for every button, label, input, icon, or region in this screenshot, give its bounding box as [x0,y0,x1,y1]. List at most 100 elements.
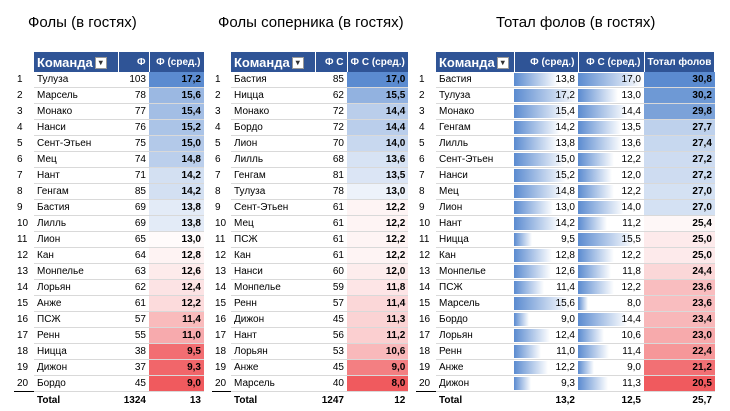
team-cell: Дижон [231,311,315,328]
value-label: 9,0 [627,362,641,373]
table-row: 9 Сент-Этьен 61 12,2 [212,199,409,216]
filter-dropdown-icon[interactable]: ▾ [94,57,107,70]
team-cell: Монако [436,103,514,120]
value-label: 14,2 [555,122,575,133]
team-header[interactable]: Команда ▾ [34,52,119,72]
data-bar [578,297,588,310]
avg-cell: 13,8 [149,215,204,232]
table-row: 9 Лион 13,0 14,0 27,0 [416,199,715,216]
team-cell: Тулуза [436,87,514,104]
value-label: 12,2 [621,186,641,197]
opponent-fouls-table: Команда ▾ Ф С Ф С (сред.) 1 Бастия 85 17,0 2 Н… [212,52,409,408]
total-fouls-table: Команда ▾ Ф (сред.) Ф С (сред.) Тотал фол… [416,52,716,408]
avg-cell: 9,0 [149,375,204,392]
data-bar [578,329,604,342]
total-cell: 23,0 [644,327,715,344]
team-cell: Кан [231,247,315,264]
data-bar [578,153,614,166]
value-label: 15,4 [555,106,575,117]
table-row: 6 Мец 74 14,8 [14,151,204,168]
rank-cell: 12 [215,250,227,261]
data-bar [514,377,532,390]
team-cell: Нант [436,215,514,232]
team-header[interactable]: Команда ▾ [436,52,515,72]
team-cell: Анже [34,295,118,312]
opp-fouls-avg-cell: 17,0 [578,72,644,88]
team-cell: Лион [231,135,315,152]
header-row: Команда ▾ Ф С Ф С (сред.) [212,52,409,72]
team-cell: Сент-Этьен [34,135,118,152]
avg-cell: 11,0 [149,327,204,344]
header-row: Команда ▾ Ф Ф (сред.) [14,52,205,72]
count-cell: 40 [315,375,347,392]
table-row: 18 Ницца 38 9,5 [14,343,204,360]
avg-cell: 12,2 [149,295,204,312]
value-label: 14,4 [621,106,641,117]
rank-cell: 13 [215,266,227,277]
count-cell: 78 [118,87,149,104]
table-row: 17 Нант 56 11,2 [212,327,409,344]
count-cell: 85 [315,72,347,88]
fouls-avg-cell: 12,4 [514,327,578,344]
rank-cell: 14 [419,282,431,293]
table-row: 14 ПСЖ 11,4 12,2 23,6 [416,279,715,296]
fouls-avg-header: Ф (сред.) [514,52,579,72]
data-bar [578,185,614,198]
rank-cell: 9 [215,202,221,213]
team-cell: Бастия [231,72,315,88]
fouls-table: Команда ▾ Ф Ф (сред.) 1 Тулуза 103 17,2 2 Марс… [14,52,205,408]
opp-fouls-avg-header: Ф С (сред.) [347,52,409,72]
value-label: 12,6 [555,266,575,277]
value-label: 15,2 [555,170,575,181]
table-row: 8 Генгам 85 14,2 [14,183,204,200]
opp-fouls-avg-cell: 15,5 [578,231,644,248]
count-cell: 56 [315,327,347,344]
fouls-avg-cell: 13,0 [514,199,578,216]
opp-fouls-avg-cell: 12,2 [578,183,644,200]
panel-3-title: Тотал фолов (в гостях) [496,14,656,31]
rank-cell: 8 [215,186,221,197]
avg-cell: 14,2 [149,183,204,200]
table-row: 8 Тулуза 78 13,0 [212,183,409,200]
table-row: 4 Генгам 14,2 13,5 27,7 [416,119,715,136]
team-cell: Лион [436,199,514,216]
value-label: 9,0 [561,314,575,325]
filter-dropdown-icon[interactable]: ▾ [496,57,509,70]
opp-fouls-avg-cell: 12,2 [578,151,644,168]
rank-cell: 20 [215,377,227,389]
rank-cell: 12 [17,250,29,261]
table-row: 11 ПСЖ 61 12,2 [212,231,409,248]
fouls-avg-cell: 14,2 [514,215,578,232]
rank-cell: 6 [17,154,23,165]
value-label: 15,0 [555,154,575,165]
rank-cell: 6 [419,154,425,165]
avg-cell: 11,4 [347,295,409,312]
value-label: 12,8 [555,250,575,261]
rank-cell: 15 [17,298,29,309]
rank-cell: 7 [419,170,425,181]
table-row: 19 Анже 45 9,0 [212,359,409,376]
team-cell: Мец [34,151,118,168]
rank-cell: 2 [17,90,23,101]
opp-fouls-avg-cell: 13,5 [578,119,644,136]
fouls-header: Ф [118,52,150,72]
rank-cell: 5 [215,138,221,149]
value-label: 12,2 [621,154,641,165]
table-row: 2 Тулуза 17,2 13,0 30,2 [416,87,715,104]
opp-fouls-avg-cell: 14,4 [578,311,644,328]
count-cell: 69 [118,199,149,216]
count-cell: 57 [118,311,149,328]
table-row: 16 Бордо 9,0 14,4 23,4 [416,311,715,328]
team-header[interactable]: Команда ▾ [231,52,316,72]
total-cell: 25,4 [644,215,715,232]
value-label: 12,4 [555,330,575,341]
data-bar [578,361,594,374]
filter-dropdown-icon[interactable]: ▾ [291,57,304,70]
opp-fouls-avg-cell: 11,8 [578,263,644,280]
rank-cell: 4 [215,122,221,133]
rank-cell: 16 [419,314,431,325]
rank-cell: 11 [17,234,28,245]
data-bar [514,361,549,374]
data-bar [514,217,561,230]
data-bar [578,201,625,214]
